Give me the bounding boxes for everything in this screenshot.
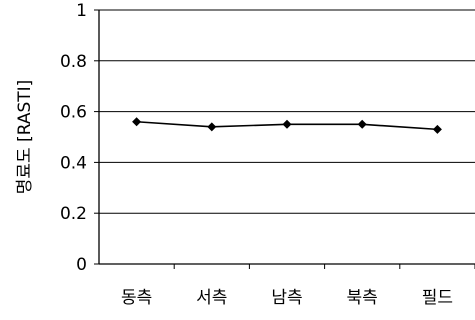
- y-tick-label: 1: [76, 1, 87, 21]
- series-group: [132, 117, 442, 134]
- gridlines: [99, 9, 475, 214]
- y-tick-label: 0.4: [60, 153, 87, 173]
- x-tick-label: 서측: [196, 288, 227, 308]
- y-tick-label: 0.8: [60, 52, 87, 72]
- data-point-marker: [432, 124, 442, 134]
- x-tick-labels: 동측 서측 남측 북측 필드: [121, 288, 453, 308]
- x-tick-label: 남측: [271, 288, 302, 308]
- y-tick-label: 0: [76, 255, 87, 275]
- x-tick-label: 북측: [347, 288, 378, 308]
- y-tick-label: 0.6: [60, 103, 87, 123]
- axes: [94, 9, 475, 269]
- data-point-marker: [132, 117, 142, 127]
- x-tick-label: 필드: [422, 288, 453, 308]
- data-point-marker: [282, 119, 292, 129]
- y-tick-labels: 0 0.2 0.4 0.6 0.8 1: [60, 1, 87, 275]
- data-point-marker: [207, 122, 217, 132]
- data-point-marker: [357, 119, 367, 129]
- y-axis-label: 명료도 [RASTI]: [15, 80, 35, 195]
- y-tick-label: 0.2: [60, 204, 87, 224]
- x-tick-label: 동측: [121, 288, 152, 308]
